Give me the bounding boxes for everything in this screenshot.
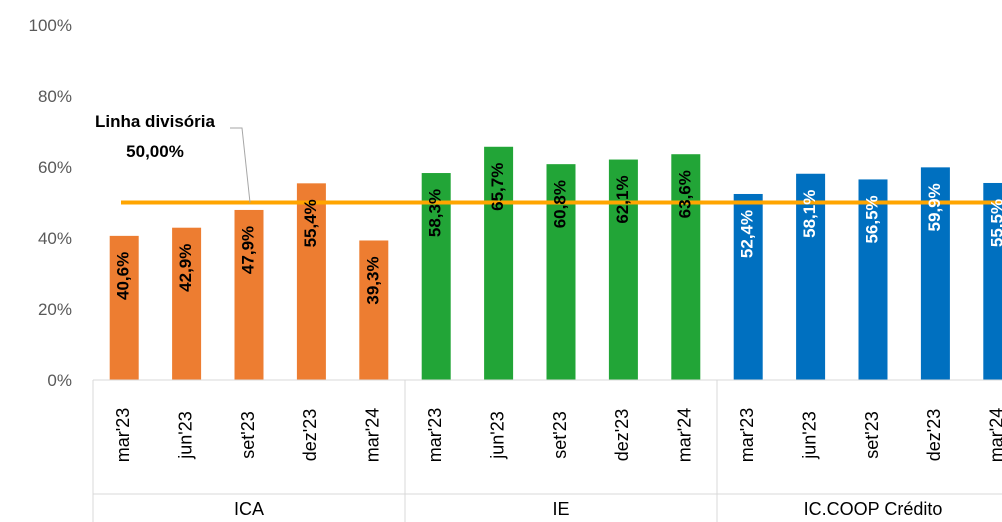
x-tick-label: jun'23 bbox=[487, 411, 507, 459]
y-tick-label: 20% bbox=[38, 300, 72, 319]
bar bbox=[421, 173, 451, 380]
x-tick-label: mar'23 bbox=[113, 408, 133, 462]
annotation-value: 50,00% bbox=[126, 142, 184, 161]
bars bbox=[109, 146, 1002, 380]
data-label: 59,9% bbox=[925, 183, 944, 231]
bar bbox=[671, 154, 701, 380]
x-tick-label: set'23 bbox=[238, 411, 258, 458]
group-label: IE bbox=[552, 499, 569, 519]
bar bbox=[608, 159, 638, 380]
data-label: 39,3% bbox=[363, 256, 382, 304]
x-tick-label: mar'24 bbox=[987, 408, 1002, 462]
bar bbox=[546, 164, 576, 380]
bar bbox=[733, 193, 763, 380]
data-label: 62,1% bbox=[613, 175, 632, 223]
x-tick-label: mar'24 bbox=[363, 408, 383, 462]
annotation-label: Linha divisória bbox=[95, 112, 216, 131]
group-label: ICA bbox=[234, 499, 264, 519]
x-tick-label: jun'23 bbox=[175, 411, 195, 459]
bar bbox=[234, 209, 264, 380]
x-tick-label: mar'23 bbox=[737, 408, 757, 462]
annotation-leader bbox=[230, 127, 251, 203]
data-label: 47,9% bbox=[238, 226, 257, 274]
group-label: IC.COOP Crédito bbox=[804, 499, 943, 519]
y-tick-label: 80% bbox=[38, 87, 72, 106]
x-tick-label: set'23 bbox=[862, 411, 882, 458]
bar bbox=[796, 173, 826, 380]
bar bbox=[983, 182, 1002, 380]
data-label: 60,8% bbox=[550, 180, 569, 228]
data-label: 55,5% bbox=[987, 199, 1002, 247]
data-labels: 40,6% 42,9% 47,9% 55,4% 39,3% 58,3% 65,7% 60,8%… bbox=[114, 163, 1002, 305]
y-tick-label: 100% bbox=[29, 16, 72, 35]
data-label: 42,9% bbox=[176, 244, 195, 292]
data-label: 65,7% bbox=[488, 163, 507, 211]
bar bbox=[109, 235, 139, 380]
x-tick-label: mar'23 bbox=[425, 408, 445, 462]
data-label: 52,4% bbox=[738, 210, 757, 258]
y-tick-label: 60% bbox=[38, 158, 72, 177]
x-axis: mar'23 jun'23 set'23 dez'23 mar'24 ICA mar'23 j… bbox=[92, 379, 1002, 522]
x-tick-label: dez'23 bbox=[612, 409, 632, 461]
bar bbox=[172, 227, 202, 380]
bar bbox=[359, 240, 389, 380]
reference-line-group: Linha divisória 50,00% bbox=[95, 112, 1002, 205]
x-tick-label: set'23 bbox=[550, 411, 570, 458]
x-tick-label: jun'23 bbox=[799, 411, 819, 459]
y-tick-label: 0% bbox=[47, 371, 72, 390]
bar bbox=[296, 183, 326, 380]
bar bbox=[858, 179, 888, 380]
y-axis: 0% 20% 40% 60% 80% 100% bbox=[29, 16, 72, 390]
data-label: 58,3% bbox=[426, 189, 445, 237]
data-label: 56,5% bbox=[862, 195, 881, 243]
y-tick-label: 40% bbox=[38, 229, 72, 248]
x-tick-label: mar'24 bbox=[675, 408, 695, 462]
data-label: 58,1% bbox=[800, 190, 819, 238]
bar bbox=[484, 146, 514, 380]
x-tick-label: dez'23 bbox=[300, 409, 320, 461]
x-tick-label: dez'23 bbox=[924, 409, 944, 461]
data-label: 40,6% bbox=[114, 252, 133, 300]
data-label: 55,4% bbox=[301, 199, 320, 247]
data-label: 63,6% bbox=[675, 170, 694, 218]
